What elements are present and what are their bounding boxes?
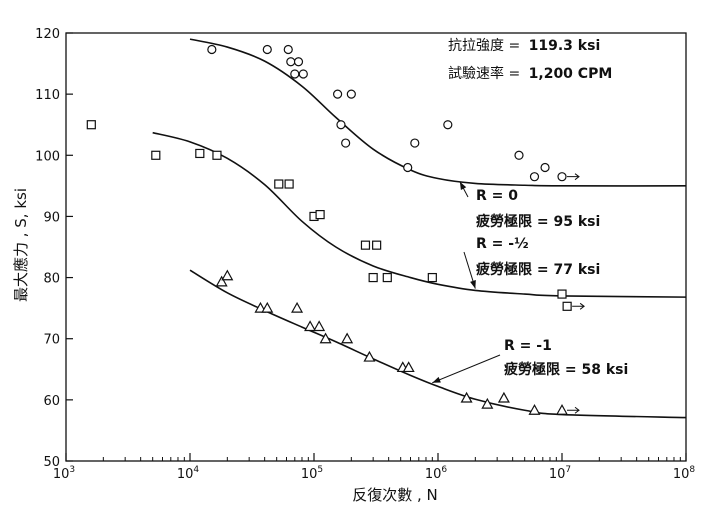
circle-point xyxy=(341,138,351,148)
square-point xyxy=(427,272,437,283)
annotations xyxy=(432,181,501,384)
circle-point xyxy=(336,120,346,130)
square-point xyxy=(382,272,392,283)
circle-point xyxy=(290,69,300,79)
circle-point xyxy=(298,69,308,79)
triangle-point xyxy=(221,269,234,281)
leader-arrowhead-0 xyxy=(459,181,467,191)
y-tick-label: 100 xyxy=(35,149,60,164)
triangle-point xyxy=(460,391,473,403)
circle-point xyxy=(557,172,567,182)
leader-arrowhead-1 xyxy=(470,280,476,289)
x-axis-title: 反復次數 , N xyxy=(352,486,438,504)
tensile-strength-text: 抗拉強度 = xyxy=(448,38,520,54)
triangle-point xyxy=(555,404,569,415)
circle-point xyxy=(403,162,413,173)
fit-curve-2 xyxy=(189,269,687,419)
series-0-ratio-label: R = 0 xyxy=(476,188,518,204)
triangle-point xyxy=(215,275,228,287)
y-tick-label: 60 xyxy=(43,394,60,409)
square-point xyxy=(315,209,325,220)
triangle-point xyxy=(402,361,415,373)
y-tick-label: 90 xyxy=(43,210,60,225)
axis-ticks: 50 60 70 80 90 100 110 120 103 104 105 106 107 108 xyxy=(35,27,695,482)
plot-area xyxy=(65,32,687,462)
data-points xyxy=(86,44,585,415)
test-rate-label: 試驗速率 = 1,200 CPM xyxy=(448,65,612,82)
circle-point xyxy=(529,172,540,182)
square-point xyxy=(557,289,567,299)
y-tick-label: 110 xyxy=(35,88,60,103)
fit-curve-0 xyxy=(189,38,687,187)
circle-point xyxy=(333,89,343,99)
triangle-point xyxy=(528,404,541,415)
circle-point xyxy=(540,162,550,173)
circle-point xyxy=(293,57,304,67)
square-point xyxy=(368,272,378,283)
y-tick-label: 50 xyxy=(43,455,60,470)
triangle-point xyxy=(341,332,354,344)
runout-arrow xyxy=(567,173,580,181)
x-tick-label: 103 xyxy=(53,465,75,482)
circle-point xyxy=(283,44,293,55)
y-tick-label: 80 xyxy=(43,272,60,287)
square-point xyxy=(274,179,284,189)
test-rate-text: 試驗速率 = xyxy=(448,65,520,82)
square-point xyxy=(284,179,294,189)
square-point xyxy=(360,240,371,250)
y-tick-label: 70 xyxy=(43,333,60,348)
y-axis-title: 最大應力 , S, ksi xyxy=(12,188,30,302)
leader-arrowhead-2 xyxy=(432,376,441,383)
x-tick-label: 105 xyxy=(301,465,323,482)
circle-point xyxy=(410,138,420,148)
triangle-point xyxy=(313,320,326,332)
square-point xyxy=(86,120,96,130)
triangle-point xyxy=(291,301,304,313)
triangle-point xyxy=(497,391,510,403)
series-1-ratio-label: R = -½ xyxy=(476,236,529,252)
series-2-ratio-label: R = -1 xyxy=(504,338,552,354)
triangle-point xyxy=(261,301,274,313)
series-2-limit-label: 疲勞極限 = 58 ksi xyxy=(504,361,628,378)
tensile-strength-value: 119.3 ksi xyxy=(529,38,601,54)
x-tick-label: 107 xyxy=(549,465,571,482)
square-point xyxy=(151,150,161,160)
series-0-limit-label: 疲勞極限 = 95 ksi xyxy=(476,213,600,230)
runout-arrow xyxy=(567,406,580,414)
plot-border xyxy=(65,32,687,462)
square-point xyxy=(372,240,382,250)
y-tick-label: 120 xyxy=(35,27,60,42)
x-tick-label: 104 xyxy=(177,465,200,482)
circle-point xyxy=(514,150,524,160)
fit-curve-1 xyxy=(152,131,687,298)
square-point xyxy=(562,301,572,311)
circle-point xyxy=(207,44,217,55)
triangle-point xyxy=(481,397,494,409)
circle-point xyxy=(346,89,356,99)
leader-line-2 xyxy=(432,354,501,384)
tensile-strength-label: 抗拉強度 = 119.3 ksi xyxy=(448,38,600,54)
series-1-limit-label: 疲勞極限 = 77 ksi xyxy=(476,261,600,278)
x-tick-label: 106 xyxy=(425,465,448,482)
fit-curves xyxy=(152,38,687,419)
square-point xyxy=(212,150,222,160)
test-rate-value: 1,200 CPM xyxy=(529,66,613,82)
circle-point xyxy=(262,44,272,55)
square-point xyxy=(195,148,205,159)
x-tick-label: 108 xyxy=(673,465,696,482)
runout-arrow xyxy=(572,302,585,310)
circle-point xyxy=(443,120,453,130)
triangle-point xyxy=(304,320,317,332)
triangle-point xyxy=(319,332,332,344)
triangle-point xyxy=(363,350,376,362)
circle-point xyxy=(286,57,296,67)
